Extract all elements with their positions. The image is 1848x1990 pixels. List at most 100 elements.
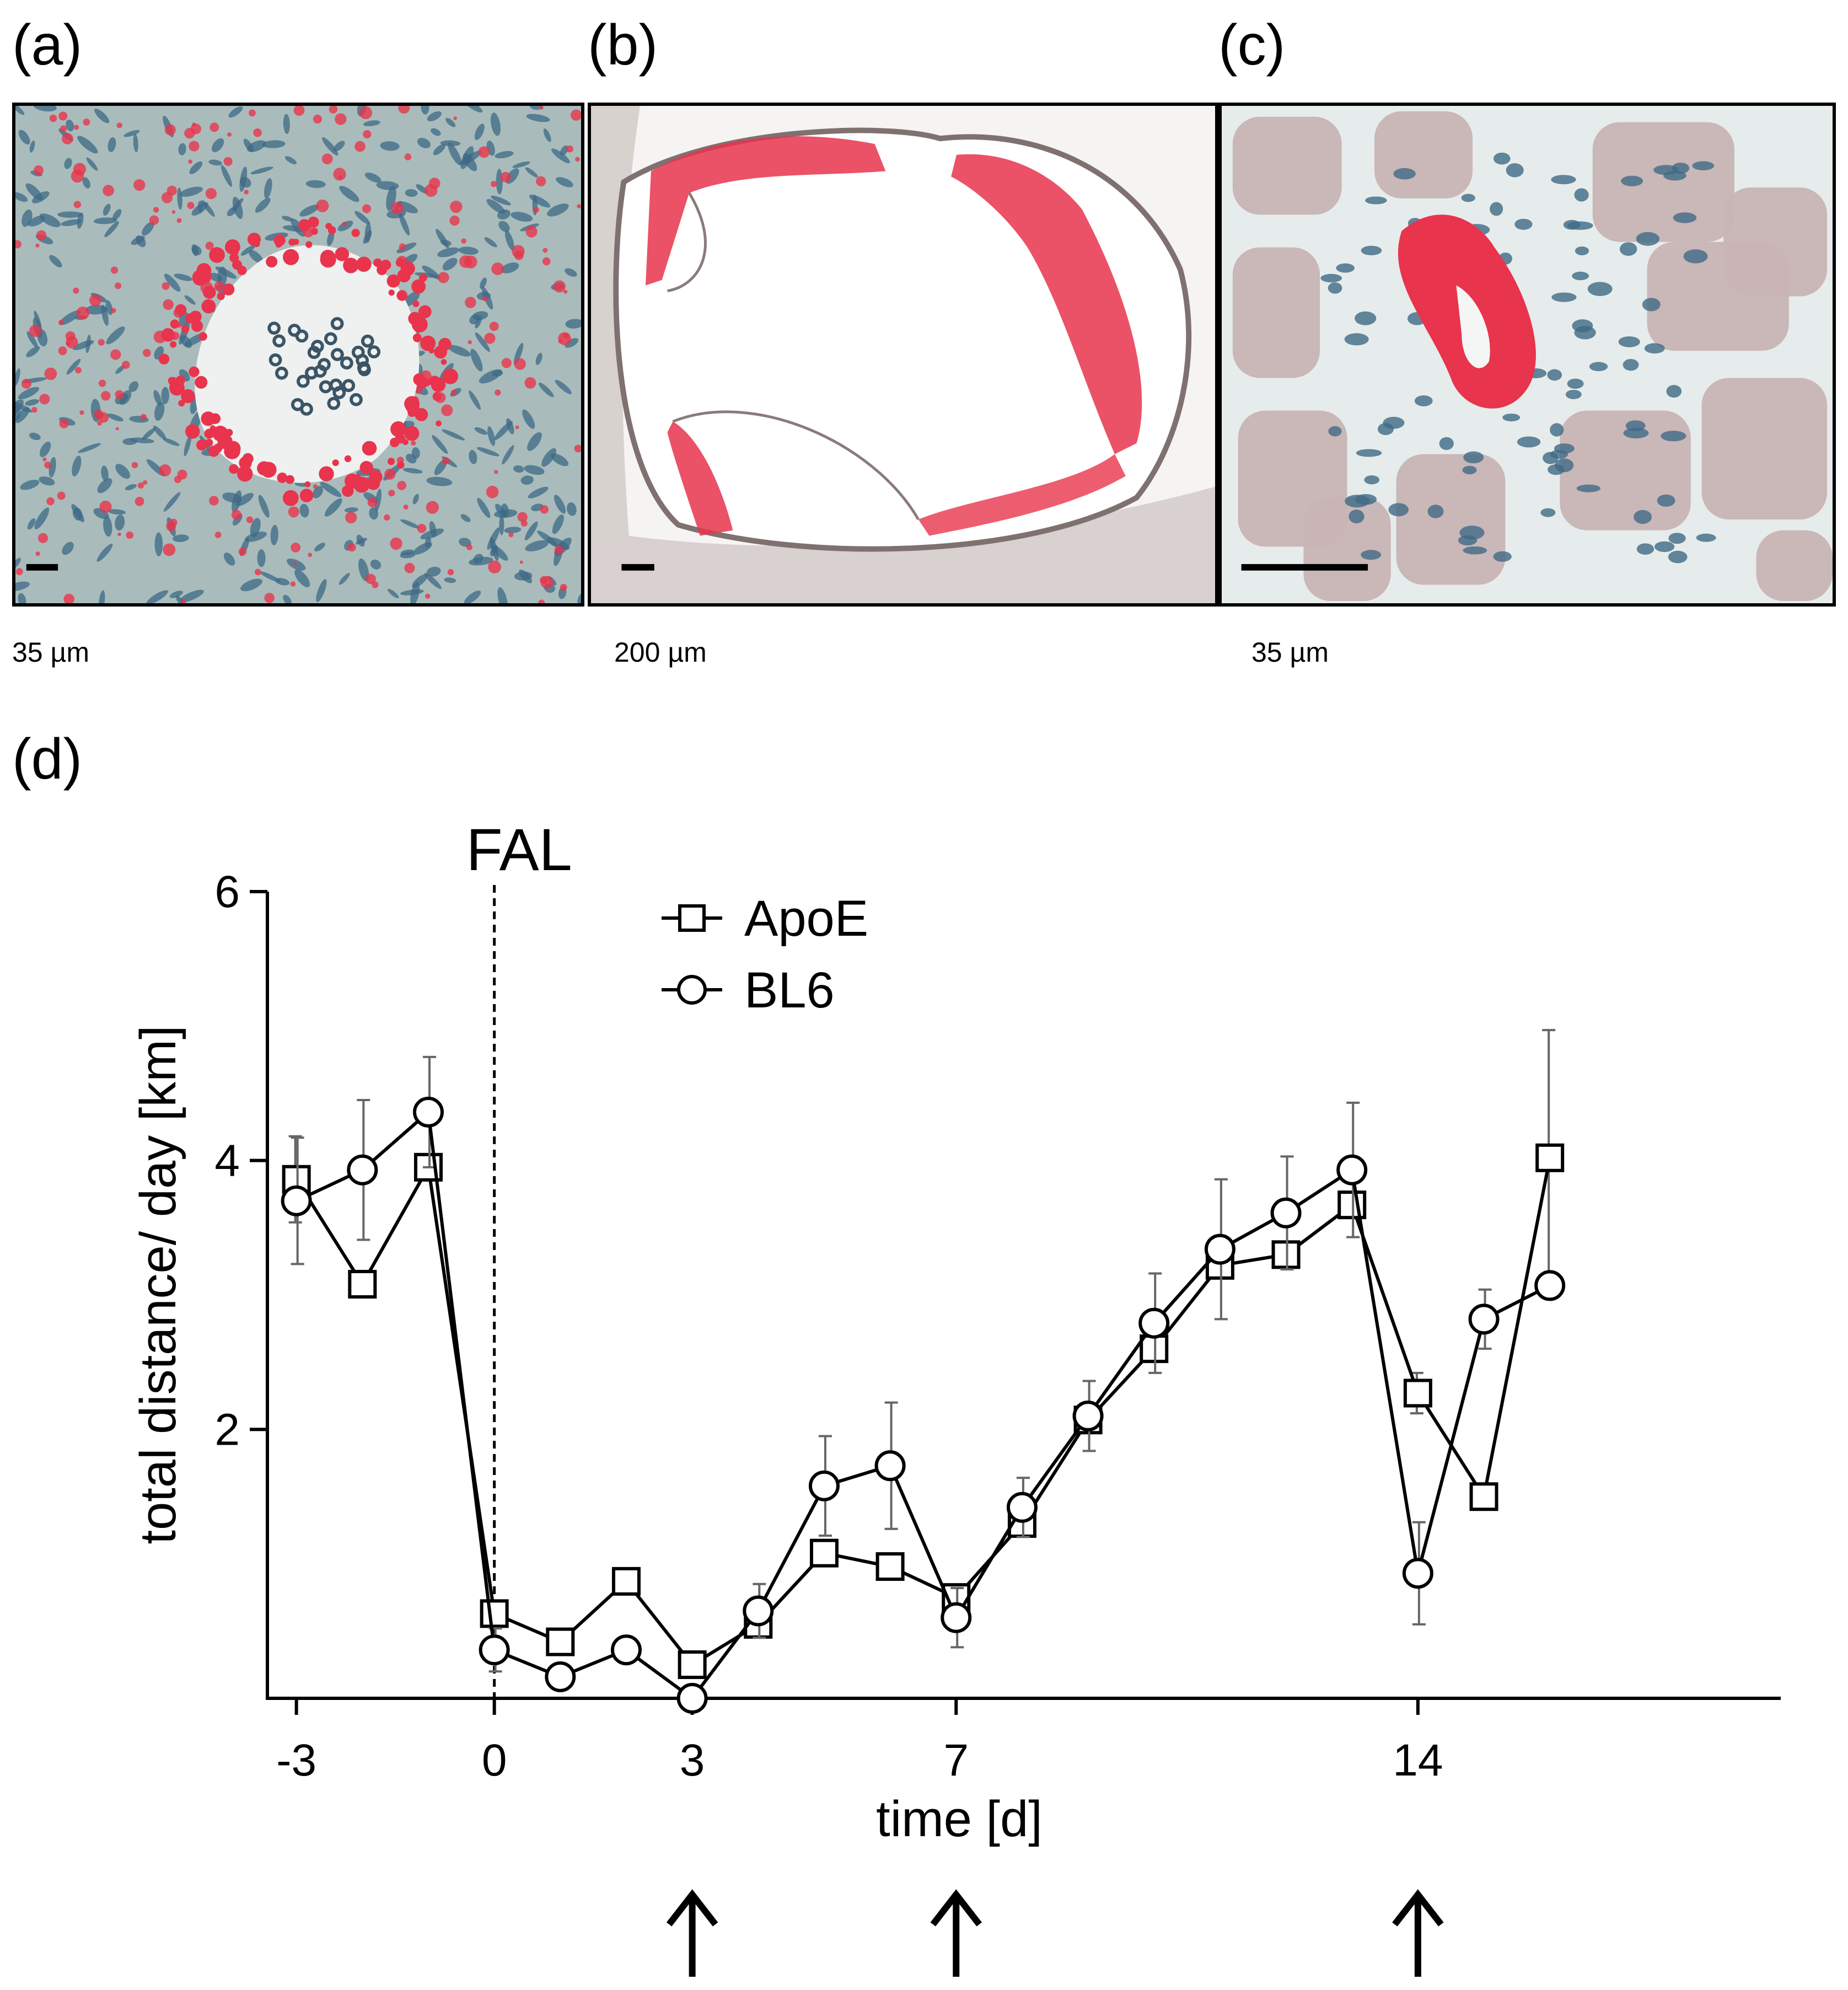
nucleus-shape [565,338,579,348]
nucleus-shape [1550,449,1568,459]
red-stain-spot [73,201,82,208]
red-stain-spot [571,109,581,121]
muscle-fiber [1647,242,1789,351]
red-stain-spot [142,348,151,357]
plaque-lipid-spot [217,292,225,301]
nucleus-shape [448,345,471,357]
nucleus-shape [396,201,418,213]
plaque-lipid-spot [391,280,397,286]
cell-ring [342,379,356,393]
red-stain-spot [99,500,112,513]
nucleus-shape [39,476,55,486]
data-point-circle [1138,1307,1170,1339]
nucleus-shape [577,593,581,603]
nucleus-shape [1575,246,1589,255]
nucleus-shape [250,518,261,538]
cell-ring [291,398,304,411]
plaque-lipid-spot [283,249,299,265]
nucleus-shape [429,521,437,538]
red-stain-spot [308,553,313,557]
nucleus-shape [85,304,108,315]
nucleus-shape [106,326,125,345]
red-stain-spot [58,111,68,121]
red-stain-spot [66,341,71,346]
micrograph-c [1218,103,1836,607]
red-stain-spot [489,321,499,331]
red-stain-spot [131,462,138,469]
nucleus-shape [208,159,222,166]
red-stain-spot [176,218,182,223]
cell-ring [332,386,346,399]
nucleus-shape [487,426,496,446]
red-stain-spot [188,159,192,164]
nucleus-shape [538,382,554,398]
nucleus-shape [530,106,543,110]
cell-ring [350,393,363,406]
nucleus-shape [62,541,74,555]
nucleus-shape [115,514,125,531]
plaque-lipid-spot [232,260,243,270]
nucleus-shape [1361,245,1382,255]
plaque-lipid-spot [442,368,459,384]
nucleus-shape [282,216,293,222]
data-point-circle [808,1470,840,1501]
legend-label-BL6: BL6 [744,962,835,1018]
nucleus-shape [1565,389,1582,399]
nucleus-shape [327,230,335,246]
nucleus-shape [32,191,50,203]
red-stain-spot [249,109,256,117]
plaque-lipid-spot [351,228,360,237]
nucleus-shape [172,534,189,543]
nucleus-shape [1459,525,1485,540]
nucleus-shape [1672,162,1690,174]
plaque-lipid-spot [189,366,200,378]
nucleus-shape [283,594,292,603]
red-stain-spot [453,116,457,120]
plaque-lipid-spot [434,345,447,359]
red-stain-spot [468,340,472,345]
plaque-lipid-spot [285,475,295,484]
red-stain-spot [411,441,416,446]
nucleus-shape [501,262,519,273]
nucleus-shape [1463,546,1487,555]
nucleus-shape [57,211,83,218]
nucleus-shape [458,246,479,255]
plaque-lipid-spot [353,476,370,493]
nucleus-shape [26,331,38,348]
plaque-lipid-spot [213,443,223,453]
red-stain-spot [110,308,116,314]
red-stain-spot [227,132,232,137]
muscle-fiber [1701,378,1828,520]
nucleus-shape [497,587,508,603]
red-stain-spot [520,520,528,527]
nucleus-shape [502,445,514,465]
red-stain-spot [238,548,247,556]
plaque-lipid-spot [359,460,373,475]
red-stain-spot [508,532,514,538]
nucleus-shape [1461,194,1475,202]
nucleus-shape [312,486,324,498]
nucleus-shape [399,213,410,236]
nucleus-shape [522,409,535,429]
plaque-lipid-spot [436,420,442,427]
nucleus-shape [469,449,477,464]
red-stain-spot [159,464,171,476]
red-stain-spot [574,444,581,453]
nucleus-shape [1349,509,1364,524]
nucleus-shape [26,346,40,357]
nucleus-shape [257,549,266,567]
cell-ring [340,356,353,370]
red-stain-spot [500,171,511,183]
red-stain-spot [115,427,119,431]
red-stain-spot [558,339,563,344]
data-point-square [678,1650,707,1680]
nucleus-shape [246,140,266,152]
red-stain-spot [313,114,322,124]
nucleus-shape [154,532,163,557]
red-stain-spot [244,190,249,195]
plaque-lipid-spot [189,310,202,323]
plaque-lipid-spot [393,426,400,433]
nucleus-shape [363,120,380,126]
plaque-lipid-spot [170,341,177,348]
nucleus-shape [480,277,487,289]
